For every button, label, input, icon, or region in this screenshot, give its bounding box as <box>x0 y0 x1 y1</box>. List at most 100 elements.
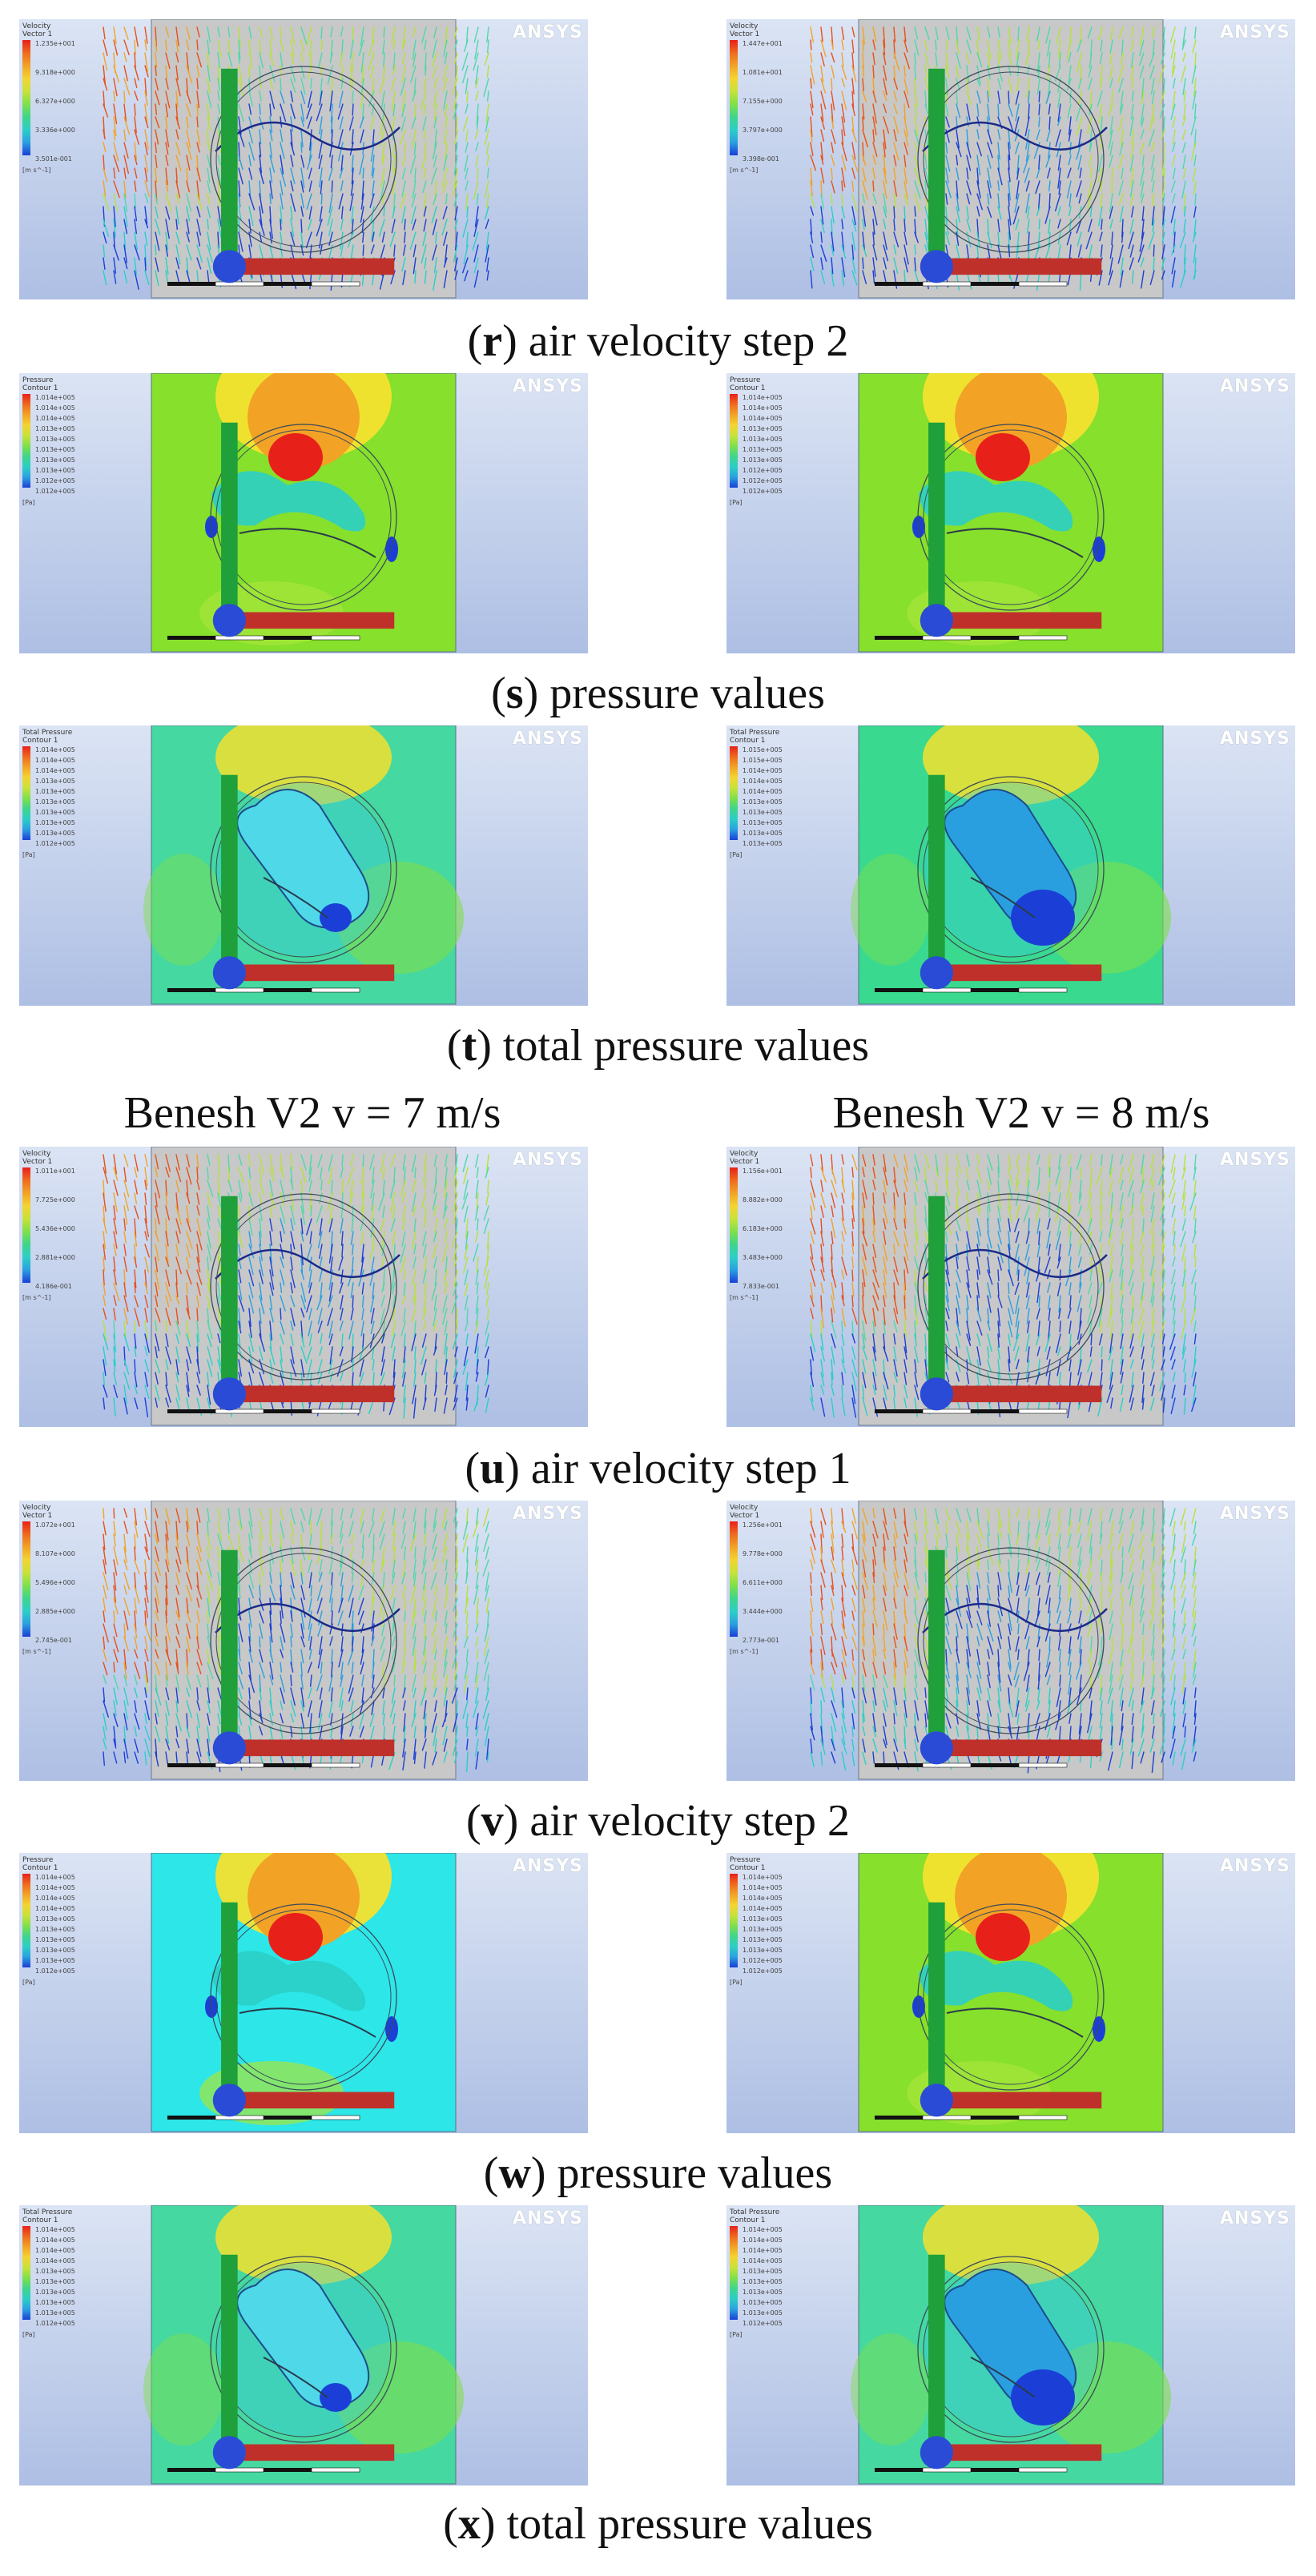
legend-value: 1.447e+001 <box>743 40 783 47</box>
legend-value: 1.013e+005 <box>743 456 783 464</box>
legend-value: 1.014e+005 <box>743 404 783 412</box>
axis-triad-icon <box>920 2254 1102 2470</box>
legend-value: 1.013e+005 <box>35 1947 75 1954</box>
legend-value: 1.013e+005 <box>35 456 75 464</box>
axis-triad-icon <box>920 422 1102 637</box>
simulation-plot <box>726 2205 1295 2486</box>
legend-value: 1.013e+005 <box>743 830 783 837</box>
legend-value: 1.013e+005 <box>743 425 783 432</box>
legend-value: 1.256e+001 <box>743 1521 783 1529</box>
axis-triad-icon <box>212 68 395 283</box>
simulation-plot <box>726 1853 1295 2133</box>
legend-unit: [m s^-1] <box>730 1294 759 1301</box>
ansys-logo: ANSYS <box>512 729 583 749</box>
legend-value: 1.013e+005 <box>743 809 783 816</box>
color-legend: Pressure Contour 1 1.014e+005 1.014e+005 1.0… <box>22 1856 75 1986</box>
legend-unit: [m s^-1] <box>730 1648 759 1655</box>
color-legend: Velocity Vector 1 1.011e+001 7.725e+000 5.43… <box>22 1150 75 1301</box>
legend-title: Pressure <box>22 1856 54 1864</box>
legend-value: 1.013e+005 <box>743 1926 783 1933</box>
legend-value: 1.013e+005 <box>35 425 75 432</box>
panel-u-right: Velocity Vector 1 1.156e+001 8.882e+000 6.18… <box>726 1147 1295 1427</box>
legend-unit: [Pa] <box>730 1979 743 1986</box>
legend-value: 1.013e+005 <box>743 446 783 453</box>
legend-value: 1.013e+005 <box>743 2278 783 2285</box>
legend-value: 1.013e+005 <box>743 2299 783 2306</box>
legend-value: 5.436e+000 <box>35 1225 75 1232</box>
color-legend: Pressure Contour 1 1.014e+005 1.014e+005 1.0… <box>730 376 783 506</box>
legend-value: 1.013e+005 <box>743 1936 783 1943</box>
legend-unit: [Pa] <box>22 499 35 506</box>
axis-triad-icon <box>212 1549 395 1765</box>
panel-s-right: Pressure Contour 1 1.014e+005 1.014e+005 1.0… <box>726 373 1295 653</box>
legend-color-bar <box>22 746 30 840</box>
legend-title: Velocity <box>730 1504 759 1512</box>
legend-value: 1.013e+005 <box>35 2278 75 2285</box>
legend-value: 9.778e+000 <box>743 1550 783 1557</box>
legend-value: 1.013e+005 <box>743 436 783 443</box>
legend-value: 1.014e+005 <box>35 746 75 754</box>
simulation-plot <box>726 725 1295 1006</box>
legend-value: 6.183e+000 <box>743 1225 783 1232</box>
legend-subtitle: Contour 1 <box>730 737 766 745</box>
panel-t-left: Total Pressure Contour 1 1.014e+005 1.014e+… <box>19 725 588 1006</box>
legend-title: Pressure <box>730 376 761 384</box>
legend-value: 1.013e+005 <box>35 1915 75 1923</box>
ansys-logo: ANSYS <box>1219 376 1290 396</box>
axis-triad-icon <box>212 774 395 990</box>
legend-value: 1.013e+005 <box>743 1915 783 1923</box>
ansys-logo: ANSYS <box>1219 1150 1290 1170</box>
legend-unit: [Pa] <box>22 2331 35 2338</box>
legend-value: 1.014e+005 <box>743 1905 783 1912</box>
legend-value: 1.013e+005 <box>35 2289 75 2296</box>
legend-subtitle: Vector 1 <box>730 1158 760 1166</box>
legend-value: 1.014e+005 <box>743 788 783 795</box>
simulation-plot <box>726 19 1295 299</box>
case-title-right: Benesh V2 v = 8 m/s <box>832 1088 1210 1138</box>
legend-value: 1.012e+005 <box>35 2320 75 2327</box>
legend-color-bar <box>730 1167 738 1283</box>
panel-x-left: Total Pressure Contour 1 1.014e+005 1.014e+… <box>19 2205 588 2486</box>
legend-value: 5.496e+000 <box>35 1579 75 1586</box>
legend-value: 1.012e+005 <box>743 467 783 474</box>
simulation-plot <box>19 1147 588 1427</box>
legend-color-bar <box>730 1521 738 1637</box>
legend-value: 1.013e+005 <box>35 788 75 795</box>
legend-value: 2.773e-001 <box>743 1637 779 1644</box>
legend-value: 3.797e+000 <box>743 127 783 134</box>
legend-value: 1.013e+005 <box>743 1947 783 1954</box>
legend-unit: [Pa] <box>730 2331 743 2338</box>
legend-value: 2.881e+000 <box>35 1254 75 1261</box>
legend-title: Velocity <box>22 1504 51 1512</box>
simulation-plot <box>19 1501 588 1781</box>
ansys-logo: ANSYS <box>512 2208 583 2228</box>
axis-triad-icon <box>920 774 1102 990</box>
legend-unit: [Pa] <box>730 499 743 506</box>
legend-value: 1.014e+005 <box>35 767 75 774</box>
legend-value: 1.013e+005 <box>743 2268 783 2275</box>
color-legend: Velocity Vector 1 1.256e+001 9.778e+000 6.61… <box>730 1504 783 1655</box>
ansys-logo: ANSYS <box>512 22 583 42</box>
legend-value: 1.012e+005 <box>35 840 75 847</box>
legend-title: Velocity <box>730 22 759 30</box>
axis-triad-icon <box>212 422 395 637</box>
legend-value: 7.833e-001 <box>743 1283 779 1290</box>
legend-value: 6.611e+000 <box>743 1579 783 1586</box>
legend-value: 7.725e+000 <box>35 1196 75 1204</box>
ansys-logo: ANSYS <box>512 1150 583 1170</box>
legend-value: 3.336e+000 <box>35 127 75 134</box>
legend-value: 1.013e+005 <box>743 840 783 847</box>
legend-value: 1.013e+005 <box>35 809 75 816</box>
legend-value: 3.501e-001 <box>35 155 72 163</box>
legend-value: 1.013e+005 <box>35 778 75 785</box>
legend-value: 1.072e+001 <box>35 1521 75 1529</box>
legend-value: 3.398e-001 <box>743 155 779 163</box>
legend-color-bar <box>730 1874 738 1967</box>
legend-value: 7.155e+000 <box>743 98 783 105</box>
ansys-logo: ANSYS <box>1219 1504 1290 1524</box>
axis-triad-icon <box>212 1196 395 1411</box>
legend-value: 1.015e+005 <box>743 757 783 764</box>
panel-v-right: Velocity Vector 1 1.256e+001 9.778e+000 6.61… <box>726 1501 1295 1781</box>
legend-color-bar <box>22 2226 30 2320</box>
panel-u-left: Velocity Vector 1 1.011e+001 7.725e+000 5.43… <box>19 1147 588 1427</box>
